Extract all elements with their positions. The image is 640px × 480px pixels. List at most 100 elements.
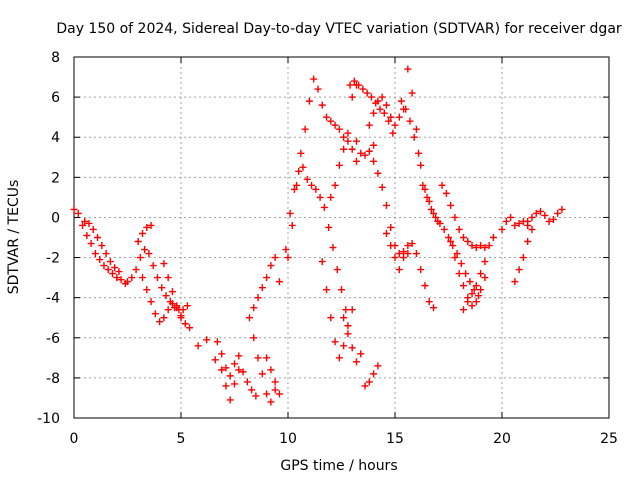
data-point (109, 270, 117, 278)
series-arc12 (282, 163, 350, 314)
data-point (226, 372, 234, 380)
data-point (138, 274, 146, 282)
data-point (323, 113, 331, 121)
data-point (162, 292, 170, 300)
data-point (455, 270, 463, 278)
data-point (357, 149, 365, 157)
data-point (79, 221, 87, 229)
series-arc17 (346, 77, 397, 137)
data-point (442, 189, 450, 197)
data-point (348, 306, 356, 314)
data-point (451, 254, 459, 262)
data-point (263, 274, 271, 282)
data-point (468, 290, 476, 298)
data-point (100, 262, 108, 270)
data-point (511, 278, 519, 286)
data-point (314, 85, 322, 93)
series-arc33 (549, 205, 566, 223)
data-point (290, 185, 298, 193)
data-point (275, 278, 283, 286)
data-point (387, 113, 395, 121)
data-point (374, 169, 382, 177)
data-point (329, 244, 337, 252)
data-point (203, 336, 211, 344)
data-point (445, 234, 452, 241)
data-point (149, 262, 157, 270)
data-point (338, 286, 345, 294)
data-point (271, 378, 279, 386)
y-axis-title: SDTVAR / TECUs (6, 180, 22, 295)
series-arc31 (511, 225, 536, 286)
series-arc14 (318, 258, 356, 362)
data-point (218, 366, 226, 374)
data-point (186, 324, 194, 332)
data-point (254, 294, 262, 302)
data-point (355, 81, 363, 89)
data-point (136, 254, 144, 262)
data-point (173, 302, 181, 310)
data-point (179, 306, 187, 314)
data-point (449, 242, 457, 250)
data-point (391, 254, 399, 262)
data-point (459, 234, 467, 241)
data-point (70, 205, 78, 213)
data-point (507, 213, 515, 221)
y-tick-label: -4 (46, 291, 60, 307)
data-point (350, 77, 358, 85)
data-point (430, 304, 438, 312)
data-point (267, 398, 275, 406)
data-point (318, 101, 326, 109)
data-point (387, 242, 395, 250)
data-point (239, 368, 247, 376)
y-tick-label: -8 (46, 371, 60, 387)
data-point (143, 223, 151, 231)
data-point (389, 129, 397, 137)
chart-title: Day 150 of 2024, Sidereal Day-to-day VTE… (56, 21, 622, 37)
data-point (459, 306, 467, 314)
data-point (153, 274, 161, 282)
data-point (370, 370, 378, 378)
data-point (378, 183, 386, 191)
data-point (316, 193, 324, 201)
data-point (462, 270, 470, 278)
data-point (160, 260, 168, 268)
data-point (254, 354, 262, 362)
data-point (382, 101, 390, 109)
series-arc11 (263, 354, 283, 398)
data-point (340, 145, 348, 153)
data-point (132, 266, 140, 274)
data-point (222, 364, 230, 372)
data-point (158, 284, 166, 292)
data-point (348, 145, 356, 153)
grid-layer (74, 57, 609, 418)
data-point (248, 386, 256, 394)
data-point (327, 193, 335, 201)
y-tick-label: 4 (51, 130, 60, 146)
data-point (402, 105, 410, 113)
data-point (218, 350, 226, 358)
data-point (417, 266, 425, 274)
data-point (524, 217, 532, 225)
data-point (263, 390, 271, 398)
data-point (89, 225, 97, 233)
data-point (395, 266, 403, 274)
data-point (477, 286, 485, 294)
x-tick-label: 25 (600, 431, 618, 447)
data-point (370, 157, 378, 165)
series-arc6 (160, 260, 194, 332)
data-point (380, 109, 388, 117)
data-point (554, 209, 562, 217)
data-point (104, 266, 112, 274)
data-point (417, 161, 425, 169)
data-point (348, 93, 356, 101)
data-point (470, 286, 478, 294)
series-arc8 (213, 338, 243, 380)
data-point (468, 302, 476, 310)
series-arc26 (419, 181, 482, 300)
data-point (134, 238, 142, 246)
data-point (382, 229, 390, 237)
series-arc1 (70, 205, 129, 288)
data-point (327, 314, 335, 322)
